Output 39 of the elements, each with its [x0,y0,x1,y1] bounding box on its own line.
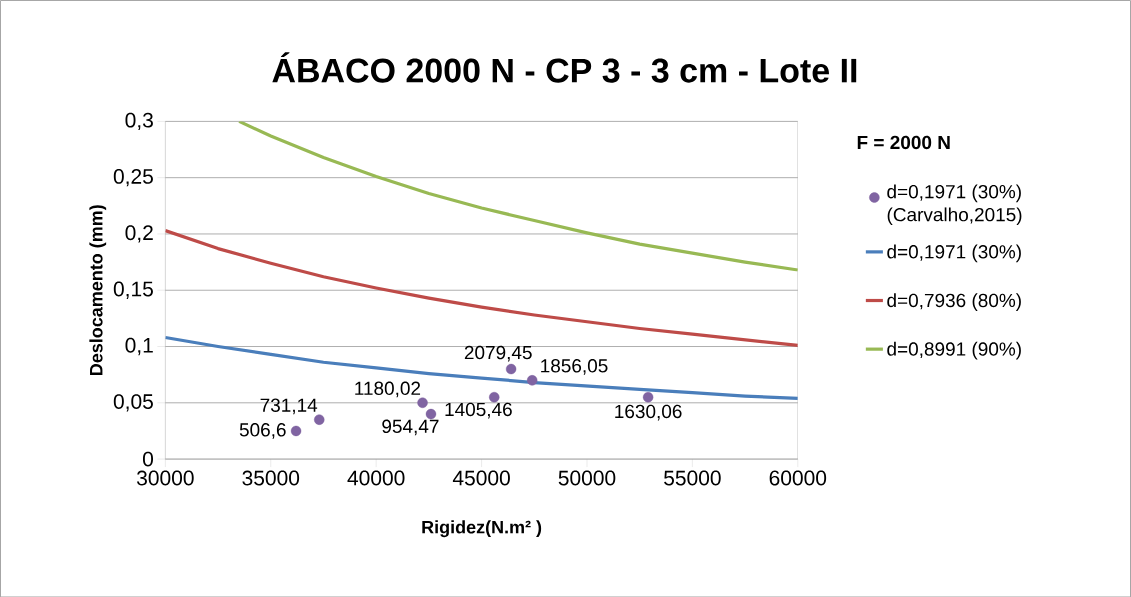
x-tick-label: 35000 [242,470,300,486]
x-tick-label: 40000 [347,470,405,486]
point [642,391,654,403]
annotation: 954,47 [382,419,439,436]
y-tick-label: 0,2 [125,225,153,243]
y-tick-label: 0,15 [113,281,153,299]
x-tick-label: 45000 [452,470,510,486]
annotation: 1856,05 [541,358,608,375]
y-tick-label: 0 [142,451,154,467]
y-axis-title: Deslocamento (mm) [89,204,107,375]
x-tick-label: 30000 [136,470,194,486]
legend-label: d=0,1971 (30%) [887,244,1021,263]
y-tick-label: 0,05 [113,393,153,412]
point [489,391,500,403]
point [505,363,517,374]
annotation: 1180,02 [355,381,421,398]
x-tick-label: 60000 [769,470,827,486]
point [425,408,437,420]
legend-label: d=0,7936 (80%) [887,292,1021,311]
point [290,425,302,436]
chart-title: ÁBACO 2000 N - CP 3 - 3 cm - Lote II [272,51,857,83]
annotation: 506,6 [239,422,286,439]
legend-title: F = 2000 N [857,135,950,149]
x-tick-label: 50000 [558,470,616,486]
annotation: 1630,06 [615,404,682,421]
line-series [237,121,798,272]
annotation: 1405,46 [445,402,512,419]
x-axis-title: Rigidez(N.m² ) [422,520,542,537]
legend-label: d=0,1971 (30%) (Carvalho,2015) [887,184,1022,225]
point [417,397,428,408]
annotation: 731,14 [260,398,318,414]
legend-label: d=0,8991 (90%) [887,341,1021,360]
y-tick-label: 0,25 [113,168,153,187]
y-tick-label: 0,3 [125,112,153,130]
annotation: 2079,45 [464,345,532,362]
point [314,414,325,425]
point [526,374,538,386]
x-tick-label: 55000 [664,470,721,486]
y-tick-label: 0,1 [125,337,153,355]
